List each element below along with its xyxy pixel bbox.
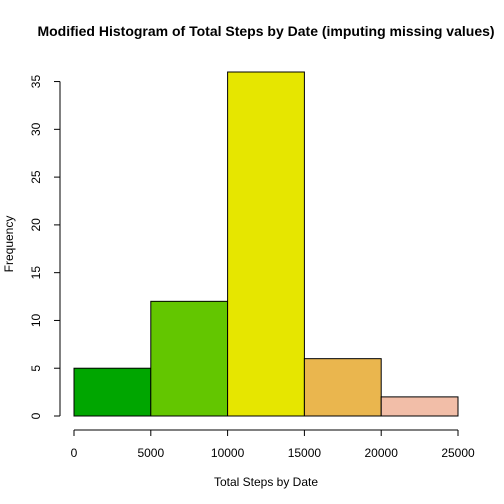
histogram-bar-3 (227, 71, 305, 417)
y-tick-label: 35 (29, 75, 43, 89)
histogram-bar-5 (380, 396, 459, 417)
y-tick-label: 10 (29, 313, 43, 327)
y-tick-label: 5 (29, 365, 43, 372)
y-axis: 0 5 10 15 20 25 30 35 (29, 75, 61, 419)
y-axis-label: Frequency (2, 216, 16, 273)
x-tick-label: 10000 (211, 446, 245, 460)
y-tick-label: 15 (29, 266, 43, 280)
chart-title: Modified Histogram of Total Steps by Dat… (37, 23, 494, 39)
bars-group (73, 71, 459, 417)
x-axis-label: Total Steps by Date (214, 475, 318, 489)
histogram-bar-4 (303, 358, 382, 417)
y-tick-label: 0 (29, 412, 43, 419)
y-tick-label: 20 (29, 218, 43, 232)
x-tick-label: 5000 (137, 446, 164, 460)
x-tick-label: 25000 (441, 446, 475, 460)
y-tick-label: 30 (29, 122, 43, 136)
y-tick-label: 25 (29, 170, 43, 184)
x-tick-label: 20000 (365, 446, 399, 460)
x-tick-label: 15000 (288, 446, 322, 460)
histogram-bar-1 (73, 367, 152, 417)
histogram-bar-2 (150, 300, 229, 417)
x-tick-label: 0 (71, 446, 78, 460)
x-axis: 0 5000 10000 15000 20000 25000 (71, 429, 475, 460)
